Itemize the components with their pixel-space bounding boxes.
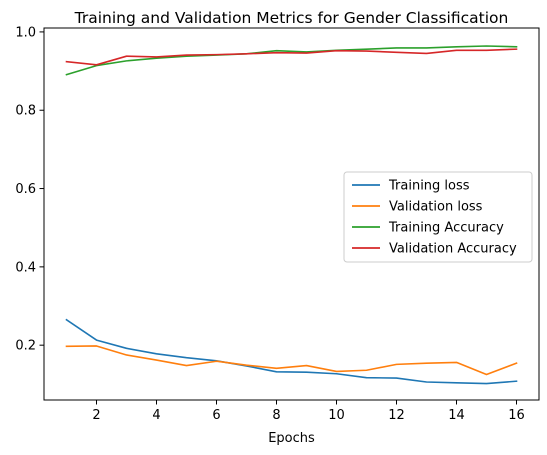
y-tick-label: 0.6 bbox=[15, 182, 36, 197]
y-tick-label: 0.4 bbox=[15, 260, 36, 275]
legend-label-training-accuracy: Training Accuracy bbox=[388, 221, 504, 236]
x-tick-label: 16 bbox=[508, 408, 525, 423]
x-tick-label: 2 bbox=[92, 408, 100, 423]
chart-title: Training and Validation Metrics for Gend… bbox=[74, 9, 509, 27]
x-tick-label: 6 bbox=[212, 408, 220, 423]
series-line-validation-accuracy bbox=[65, 48, 518, 66]
lines-layer bbox=[65, 45, 518, 385]
x-tick-label: 10 bbox=[328, 408, 345, 423]
series-line-training-accuracy bbox=[65, 45, 518, 76]
x-tick-label: 12 bbox=[388, 408, 405, 423]
x-tick-label: 8 bbox=[272, 408, 280, 423]
legend: Training loss Validation loss Training Acc… bbox=[343, 171, 533, 263]
legend-label-training-loss: Training loss bbox=[388, 179, 470, 194]
y-axis: 0.2 0.4 0.6 0.8 1.0 bbox=[15, 25, 44, 354]
y-tick-label: 0.8 bbox=[15, 104, 36, 119]
x-axis-label: Epochs bbox=[268, 431, 315, 446]
plot-frame bbox=[43, 27, 540, 401]
x-tick-label: 14 bbox=[448, 408, 465, 423]
series-line-training-loss bbox=[65, 318, 518, 385]
series-line-validation-loss bbox=[65, 345, 518, 376]
y-tick-label: 0.2 bbox=[15, 339, 36, 354]
x-axis: 2 4 6 8 10 12 14 16 bbox=[92, 400, 525, 423]
legend-label-validation-accuracy: Validation Accuracy bbox=[389, 242, 517, 257]
legend-label-validation-loss: Validation loss bbox=[389, 200, 483, 215]
x-tick-label: 4 bbox=[152, 408, 160, 423]
y-tick-label: 1.0 bbox=[15, 25, 36, 40]
legend-box bbox=[343, 171, 533, 263]
